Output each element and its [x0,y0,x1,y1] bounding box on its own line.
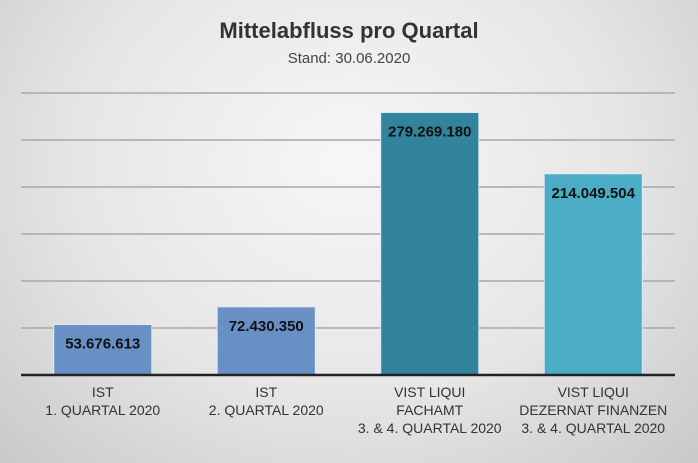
bar [216,306,316,376]
category-label: 3. & 4. QUARTAL 2020 [521,420,665,436]
data-label: 53.676.613 [65,336,140,353]
category-label: VIST LIQUI [558,384,629,400]
data-label: 279.269.180 [388,123,471,140]
category-label: 1. QUARTAL 2020 [45,402,160,418]
bar [380,111,480,376]
category-label: 2. QUARTAL 2020 [209,402,324,418]
bar [53,324,153,376]
category-label: VIST LIQUI [394,384,465,400]
chart-title: Mittelabfluss pro Quartal [219,18,479,43]
chart-subtitle: Stand: 30.06.2020 [287,50,411,67]
category-label: IST [92,384,114,400]
category-label: FACHAMT [396,402,463,418]
category-label: 3. & 4. QUARTAL 2020 [358,420,502,436]
data-label: 214.049.504 [552,185,636,202]
category-label: DEZERNAT FINANZEN [519,402,667,418]
category-label: IST [255,384,277,400]
data-label: 72.430.350 [229,318,304,335]
bar [543,173,643,376]
